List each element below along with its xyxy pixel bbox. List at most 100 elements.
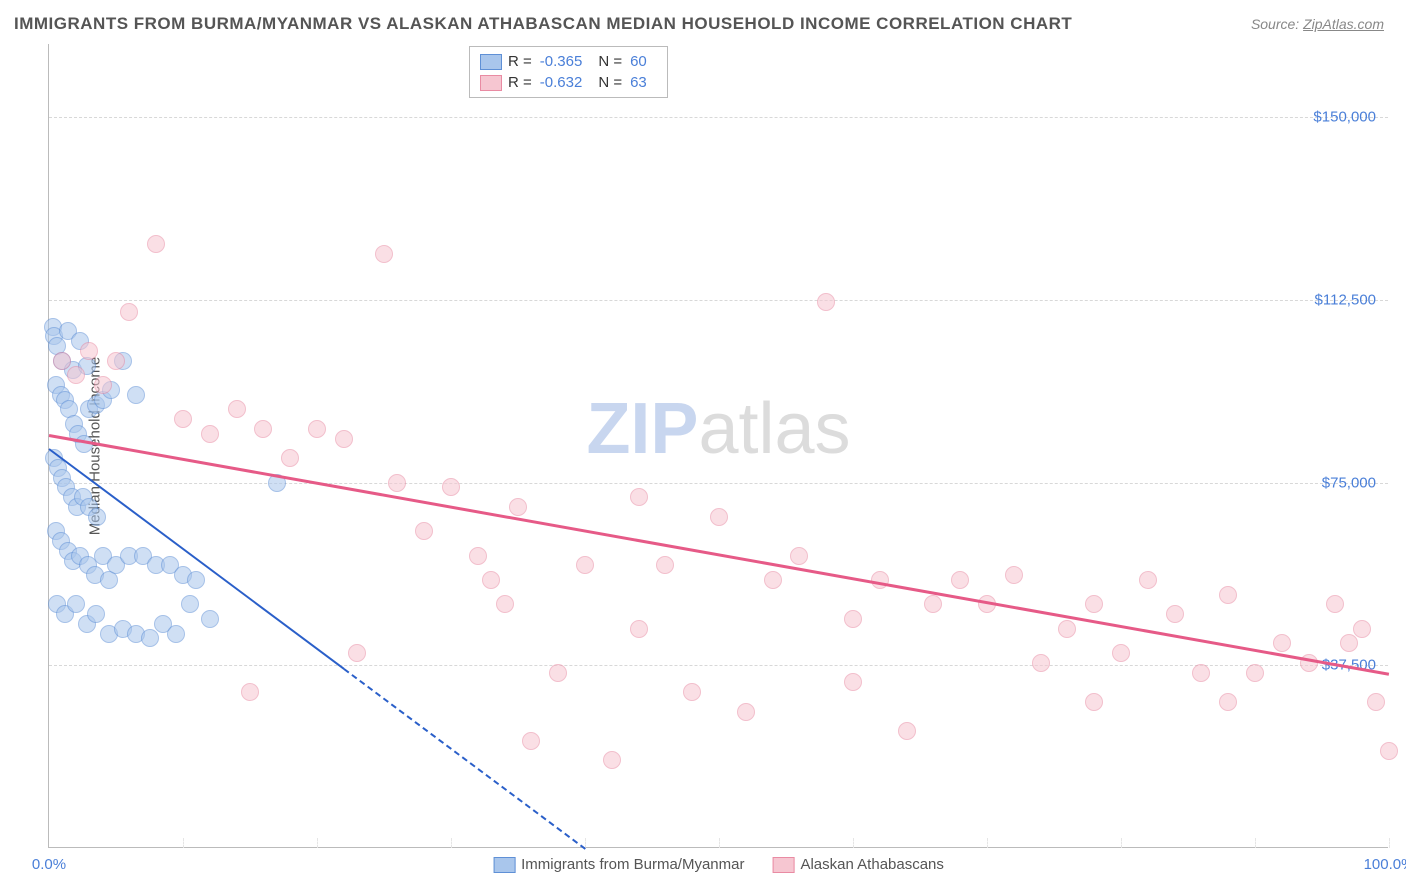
series-legend-item-2: Alaskan Athabascans: [772, 856, 943, 873]
watermark: ZIPatlas: [586, 388, 850, 470]
scatter-point: [522, 732, 540, 750]
scatter-point: [1058, 620, 1076, 638]
scatter-point: [482, 571, 500, 589]
scatter-point: [549, 664, 567, 682]
scatter-point: [147, 235, 165, 253]
scatter-point: [817, 293, 835, 311]
scatter-point: [53, 352, 71, 370]
scatter-point: [1246, 664, 1264, 682]
scatter-point: [1353, 620, 1371, 638]
x-tick-label: 0.0%: [32, 856, 66, 873]
scatter-point: [924, 595, 942, 613]
legend-r-value-2: -0.632: [540, 74, 583, 91]
gridline-horizontal: [49, 117, 1388, 118]
legend-swatch-1: [480, 54, 502, 70]
series-legend-swatch-2: [772, 857, 794, 873]
scatter-point: [241, 683, 259, 701]
scatter-point: [415, 522, 433, 540]
trendline: [343, 668, 585, 849]
x-tick-label: 100.0%: [1364, 856, 1406, 873]
scatter-point: [1219, 586, 1237, 604]
scatter-point: [951, 571, 969, 589]
correlation-legend: R = -0.365 N = 60 R = -0.632 N = 63: [469, 46, 668, 98]
legend-r-label-1: R =: [508, 53, 532, 70]
scatter-point: [1085, 693, 1103, 711]
gridline-vertical: [987, 838, 988, 848]
scatter-point: [764, 571, 782, 589]
legend-row-series-1: R = -0.365 N = 60: [480, 51, 657, 72]
source-link[interactable]: ZipAtlas.com: [1303, 16, 1384, 32]
scatter-point: [228, 400, 246, 418]
scatter-point: [844, 673, 862, 691]
scatter-point: [603, 751, 621, 769]
scatter-point: [1032, 654, 1050, 672]
scatter-point: [509, 498, 527, 516]
legend-row-series-2: R = -0.632 N = 63: [480, 72, 657, 93]
scatter-point: [348, 644, 366, 662]
scatter-point: [844, 610, 862, 628]
legend-n-value-2: 63: [630, 74, 647, 91]
scatter-point: [87, 605, 105, 623]
scatter-point: [201, 425, 219, 443]
watermark-zip: ZIP: [586, 389, 698, 469]
gridline-vertical: [1121, 838, 1122, 848]
scatter-point: [187, 571, 205, 589]
series-legend: Immigrants from Burma/Myanmar Alaskan At…: [493, 856, 944, 873]
gridline-vertical: [1389, 838, 1390, 848]
scatter-point: [181, 595, 199, 613]
scatter-point: [1192, 664, 1210, 682]
scatter-point: [308, 420, 326, 438]
scatter-point: [67, 366, 85, 384]
scatter-point: [281, 449, 299, 467]
legend-swatch-2: [480, 75, 502, 91]
watermark-atlas: atlas: [698, 389, 850, 469]
scatter-point: [88, 508, 106, 526]
series-legend-swatch-1: [493, 857, 515, 873]
scatter-point: [898, 722, 916, 740]
gridline-horizontal: [49, 665, 1388, 666]
scatter-point: [94, 376, 112, 394]
gridline-vertical: [1255, 838, 1256, 848]
gridline-vertical: [853, 838, 854, 848]
scatter-point: [141, 629, 159, 647]
scatter-point: [167, 625, 185, 643]
scatter-point: [107, 352, 125, 370]
series-legend-label-2: Alaskan Athabascans: [800, 856, 943, 873]
source-attribution: Source: ZipAtlas.com: [1251, 16, 1384, 32]
scatter-point: [201, 610, 219, 628]
trendline: [49, 434, 1390, 676]
scatter-point: [630, 488, 648, 506]
gridline-vertical: [317, 838, 318, 848]
y-tick-label: $75,000: [1322, 474, 1376, 491]
legend-r-value-1: -0.365: [540, 53, 583, 70]
scatter-point: [1273, 634, 1291, 652]
scatter-point: [790, 547, 808, 565]
scatter-point: [710, 508, 728, 526]
scatter-point: [442, 478, 460, 496]
scatter-point: [1112, 644, 1130, 662]
source-label: Source:: [1251, 16, 1299, 32]
legend-n-label-2: N =: [598, 74, 622, 91]
scatter-point: [1326, 595, 1344, 613]
scatter-point: [388, 474, 406, 492]
gridline-vertical: [183, 838, 184, 848]
y-tick-label: $150,000: [1313, 109, 1376, 126]
scatter-point: [737, 703, 755, 721]
series-legend-item-1: Immigrants from Burma/Myanmar: [493, 856, 744, 873]
gridline-horizontal: [49, 483, 1388, 484]
scatter-point: [1005, 566, 1023, 584]
scatter-point: [80, 342, 98, 360]
legend-n-label-1: N =: [598, 53, 622, 70]
gridline-vertical: [719, 838, 720, 848]
scatter-point: [576, 556, 594, 574]
scatter-point: [1367, 693, 1385, 711]
scatter-point: [127, 386, 145, 404]
gridline-vertical: [451, 838, 452, 848]
scatter-point: [469, 547, 487, 565]
scatter-point: [254, 420, 272, 438]
scatter-point: [1340, 634, 1358, 652]
chart-title: IMMIGRANTS FROM BURMA/MYANMAR VS ALASKAN…: [14, 14, 1072, 34]
series-legend-label-1: Immigrants from Burma/Myanmar: [521, 856, 744, 873]
legend-n-value-1: 60: [630, 53, 647, 70]
scatter-point: [1166, 605, 1184, 623]
